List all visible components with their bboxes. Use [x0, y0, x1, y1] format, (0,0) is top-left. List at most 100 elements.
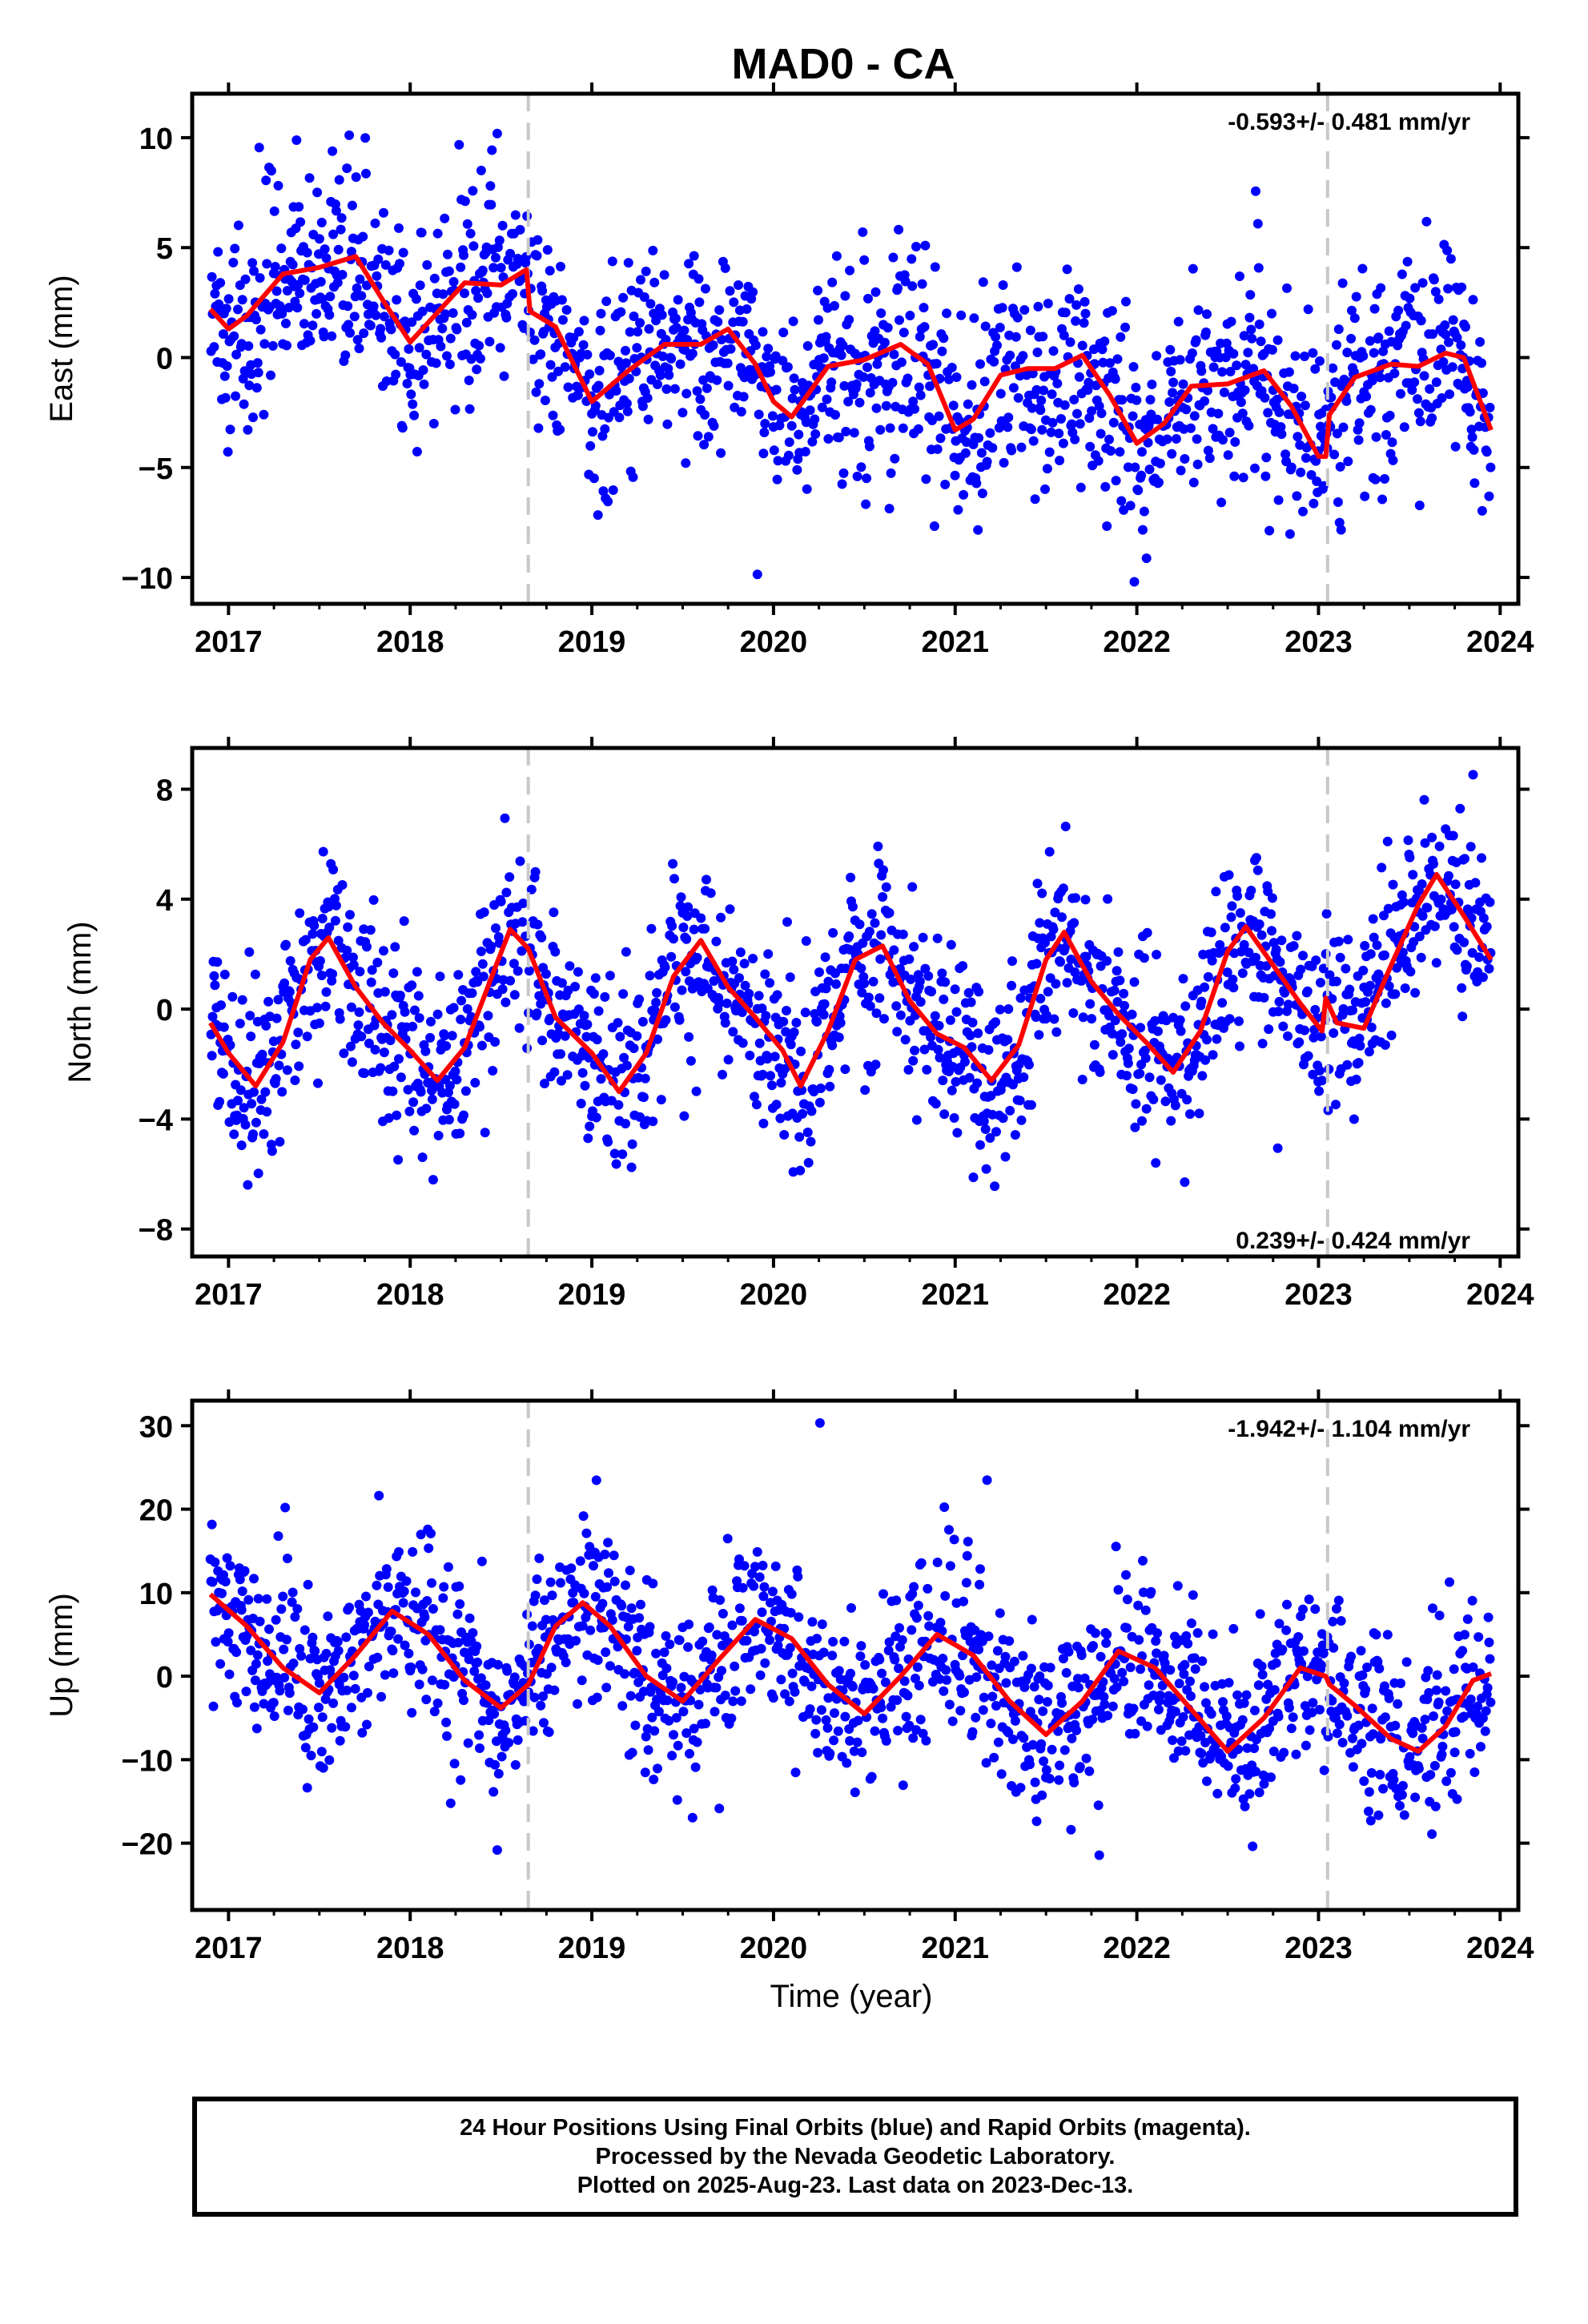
- data-point: [268, 1698, 279, 1708]
- data-point: [578, 1511, 589, 1522]
- data-point: [1046, 427, 1056, 437]
- data-point: [1271, 944, 1281, 955]
- data-point: [1338, 422, 1349, 432]
- data-point: [295, 288, 305, 299]
- data-point: [967, 1042, 977, 1052]
- data-point: [233, 304, 243, 315]
- data-point: [1175, 355, 1185, 365]
- data-point: [1219, 388, 1229, 397]
- data-point: [865, 388, 875, 398]
- data-point: [991, 1127, 1001, 1137]
- data-point: [765, 978, 775, 988]
- data-point: [486, 941, 497, 951]
- data-point: [420, 1612, 430, 1622]
- data-point: [1000, 1651, 1011, 1662]
- data-point: [1138, 1555, 1148, 1566]
- data-point: [955, 1706, 966, 1716]
- x-tick-label: 2023: [1284, 625, 1353, 659]
- data-point: [237, 295, 247, 305]
- data-point: [736, 407, 746, 417]
- data-point: [308, 320, 318, 331]
- data-point: [555, 424, 565, 435]
- data-point: [537, 932, 547, 943]
- data-point: [1296, 964, 1306, 975]
- data-point: [792, 464, 802, 475]
- data-point: [380, 259, 391, 270]
- data-point: [632, 343, 642, 353]
- data-point: [266, 370, 275, 380]
- data-point: [866, 1771, 877, 1782]
- data-point: [421, 1695, 432, 1705]
- fit-line: [208, 254, 1494, 459]
- data-point: [1015, 1096, 1025, 1106]
- data-point: [788, 316, 798, 327]
- data-point: [1183, 1638, 1193, 1649]
- data-point: [898, 423, 908, 433]
- data-point: [476, 165, 486, 175]
- data-point: [1415, 416, 1425, 427]
- data-point: [1187, 348, 1197, 358]
- data-point: [333, 1646, 344, 1656]
- data-point: [1484, 491, 1494, 501]
- data-point: [524, 966, 534, 976]
- data-point: [315, 955, 325, 966]
- data-point: [447, 1031, 457, 1041]
- data-point: [711, 936, 722, 947]
- data-point: [1116, 1037, 1126, 1047]
- data-point: [236, 1140, 247, 1151]
- data-point: [513, 966, 523, 976]
- data-point: [726, 344, 736, 354]
- data-point: [834, 1032, 844, 1043]
- data-point: [1026, 424, 1036, 435]
- data-point: [814, 1417, 825, 1428]
- data-point: [758, 1591, 769, 1602]
- data-point: [1316, 1660, 1326, 1671]
- data-point: [1079, 1673, 1090, 1683]
- data-point: [1256, 336, 1266, 347]
- data-point: [600, 424, 610, 434]
- data-point: [208, 1701, 219, 1711]
- data-point: [1064, 294, 1075, 304]
- data-point: [1211, 887, 1221, 897]
- data-point: [626, 1603, 637, 1614]
- data-point: [1410, 987, 1421, 998]
- data-point: [421, 1104, 432, 1114]
- data-point: [1140, 1053, 1151, 1063]
- data-point: [417, 1664, 428, 1675]
- data-point: [1025, 1759, 1035, 1770]
- data-point: [394, 223, 404, 233]
- data-point: [1054, 428, 1064, 439]
- data-point: [1128, 411, 1138, 421]
- data-point: [569, 1598, 579, 1608]
- data-point: [896, 357, 907, 368]
- data-point: [273, 180, 283, 191]
- data-point: [309, 920, 320, 931]
- data-point: [1207, 955, 1217, 966]
- data-point: [262, 1594, 272, 1604]
- data-point: [541, 969, 551, 979]
- x-tick-label: 2020: [740, 1278, 808, 1312]
- data-point: [492, 1845, 502, 1856]
- data-point: [1373, 332, 1384, 343]
- data-point: [529, 1692, 540, 1703]
- data-point: [282, 1554, 292, 1563]
- y-tick-label: 4: [156, 884, 173, 918]
- data-point: [1444, 337, 1453, 348]
- data-point: [484, 336, 495, 347]
- data-point: [1113, 947, 1124, 957]
- data-point: [878, 892, 888, 902]
- data-point: [862, 473, 872, 484]
- data-point: [1214, 948, 1224, 958]
- data-point: [279, 1644, 289, 1655]
- data-point: [862, 362, 872, 372]
- data-point: [256, 1094, 267, 1104]
- data-point: [388, 1086, 398, 1096]
- data-point: [645, 299, 656, 309]
- data-point: [939, 1686, 949, 1696]
- data-point: [945, 1015, 955, 1025]
- data-point: [1196, 366, 1207, 376]
- data-point: [1290, 351, 1301, 361]
- data-point: [1401, 1657, 1412, 1667]
- data-point: [459, 1110, 468, 1120]
- data-point: [729, 964, 739, 975]
